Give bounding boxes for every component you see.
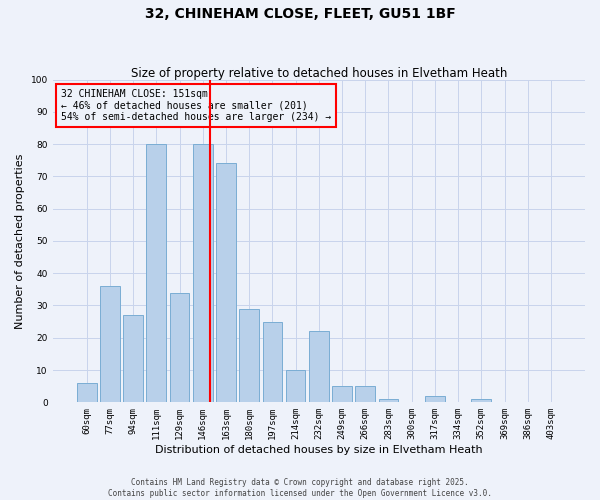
Bar — [77, 383, 97, 402]
Bar — [472, 399, 491, 402]
Y-axis label: Number of detached properties: Number of detached properties — [15, 153, 25, 328]
Bar — [100, 286, 120, 403]
Bar — [193, 144, 212, 403]
Bar — [379, 399, 398, 402]
Bar — [239, 308, 259, 402]
Bar — [170, 292, 190, 403]
Bar — [309, 332, 329, 402]
Text: 32, CHINEHAM CLOSE, FLEET, GU51 1BF: 32, CHINEHAM CLOSE, FLEET, GU51 1BF — [145, 8, 455, 22]
Text: Contains HM Land Registry data © Crown copyright and database right 2025.
Contai: Contains HM Land Registry data © Crown c… — [108, 478, 492, 498]
Bar — [123, 315, 143, 402]
Bar — [332, 386, 352, 402]
Bar — [146, 144, 166, 403]
Bar — [355, 386, 375, 402]
Bar — [286, 370, 305, 402]
Bar — [425, 396, 445, 402]
Bar — [216, 164, 236, 402]
X-axis label: Distribution of detached houses by size in Elvetham Heath: Distribution of detached houses by size … — [155, 445, 482, 455]
Title: Size of property relative to detached houses in Elvetham Heath: Size of property relative to detached ho… — [131, 66, 507, 80]
Bar — [263, 322, 282, 402]
Text: 32 CHINEHAM CLOSE: 151sqm
← 46% of detached houses are smaller (201)
54% of semi: 32 CHINEHAM CLOSE: 151sqm ← 46% of detac… — [61, 89, 331, 122]
